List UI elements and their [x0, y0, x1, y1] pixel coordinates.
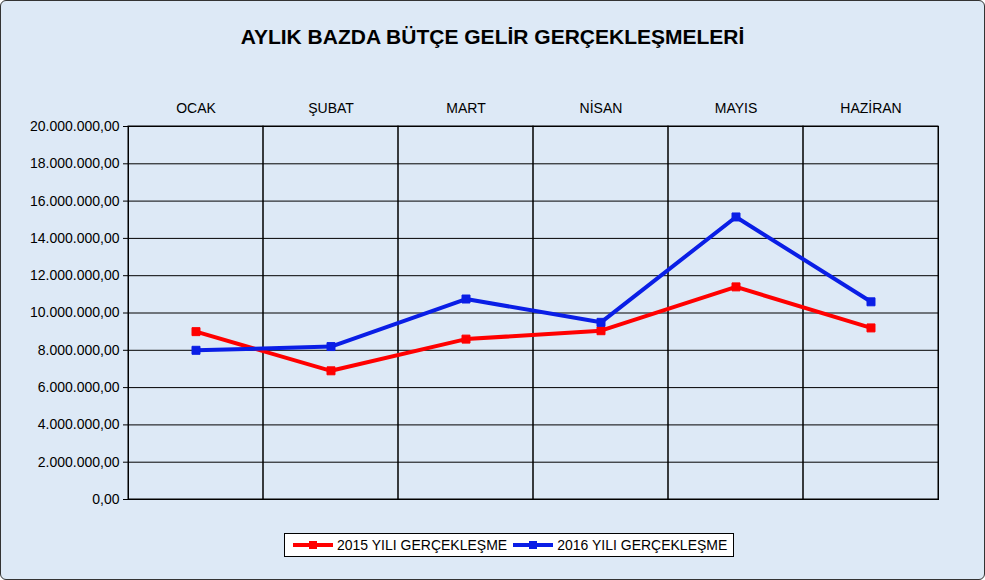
svg-text:18.000.000,00: 18.000.000,00	[30, 155, 120, 171]
svg-text:NİSAN: NİSAN	[580, 99, 623, 116]
svg-text:20.000.000,00: 20.000.000,00	[30, 118, 120, 134]
svg-text:16.000.000,00: 16.000.000,00	[30, 193, 120, 209]
svg-text:OCAK: OCAK	[176, 100, 216, 116]
svg-text:MAYIS: MAYIS	[715, 100, 758, 116]
svg-text:0,00: 0,00	[92, 491, 119, 507]
svg-text:4.000.000,00: 4.000.000,00	[38, 416, 120, 432]
html-text:2016 YILI GERÇEKLEŞME: 2016 YILI GERÇEKLEŞME	[557, 537, 728, 553]
svg-text:2.000.000,00: 2.000.000,00	[38, 454, 120, 470]
svg-text:MART: MART	[446, 100, 486, 116]
svg-text:ŞUBAT: ŞUBAT	[308, 100, 354, 116]
svg-text:6.000.000,00: 6.000.000,00	[38, 379, 120, 395]
svg-text:8.000.000,00: 8.000.000,00	[38, 342, 120, 358]
html-text:AYLIK BAZDA BÜTÇE GELİR GERÇEK: AYLIK BAZDA BÜTÇE GELİR GERÇEKLEŞMELERİ	[240, 25, 745, 48]
svg-text:HAZİRAN: HAZİRAN	[840, 99, 901, 116]
svg-text:14.000.000,00: 14.000.000,00	[30, 230, 120, 246]
svg-text:12.000.000,00: 12.000.000,00	[30, 267, 120, 283]
html-text:2015 YILI GERÇEKLEŞME: 2015 YILI GERÇEKLEŞME	[337, 537, 508, 553]
svg-text:10.000.000,00: 10.000.000,00	[30, 304, 120, 320]
